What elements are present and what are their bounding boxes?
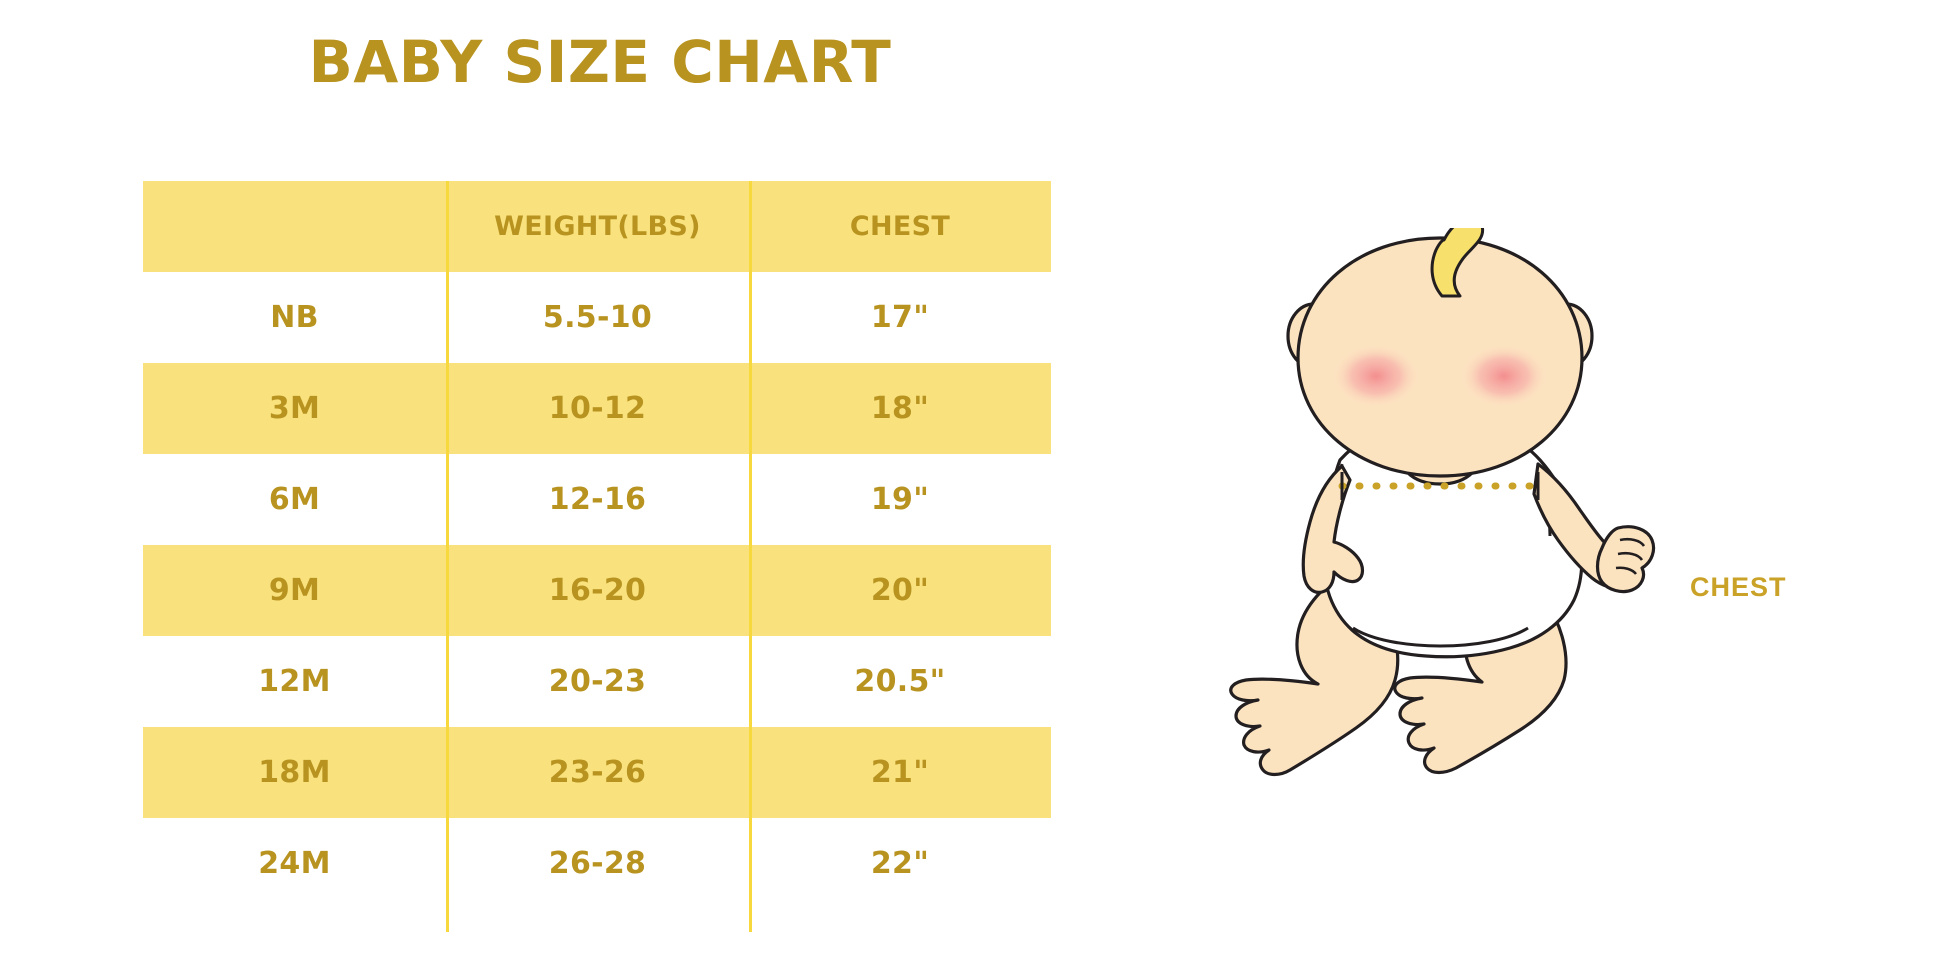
cell-chest: 20.5": [749, 636, 1051, 727]
cell-chest: 21": [749, 727, 1051, 818]
column-divider-1: [446, 181, 449, 932]
table-row: 24M 26-28 22": [143, 818, 1051, 909]
cell-size: 18M: [143, 727, 446, 818]
fist-knuckle-1: [1619, 537, 1646, 547]
cell-weight: 20-23: [446, 636, 749, 727]
left-blush: [1332, 344, 1420, 408]
size-table-container: WEIGHT(LBS) CHEST NB 5.5-10 17" 3M 10-12…: [143, 181, 1051, 932]
cell-chest: 22": [749, 818, 1051, 909]
column-header-chest: CHEST: [749, 181, 1051, 272]
cell-weight: 10-12: [446, 363, 749, 454]
table-row: 9M 16-20 20": [143, 545, 1051, 636]
cell-size: 9M: [143, 545, 446, 636]
cell-weight: 12-16: [446, 454, 749, 545]
cell-weight: 16-20: [446, 545, 749, 636]
cell-chest: 19": [749, 454, 1051, 545]
column-divider-2: [749, 181, 752, 932]
cell-weight: 23-26: [446, 727, 749, 818]
chest-callout-label: CHEST: [1690, 572, 1787, 602]
baby-left-arm: [1301, 464, 1365, 594]
cell-chest: 20": [749, 545, 1051, 636]
left-arm-shape: [1301, 464, 1365, 594]
baby-head: [1296, 236, 1584, 478]
fist-knuckle-2: [1617, 551, 1644, 561]
table-row: 6M 12-16 19": [143, 454, 1051, 545]
cell-chest: 17": [749, 272, 1051, 363]
head-shape: [1296, 236, 1584, 478]
column-header-size: [143, 181, 446, 272]
table-row: 3M 10-12 18": [143, 363, 1051, 454]
right-blush: [1460, 344, 1548, 408]
table-row: 12M 20-23 20.5": [143, 636, 1051, 727]
cell-weight: 26-28: [446, 818, 749, 909]
cell-size: NB: [143, 272, 446, 363]
cell-size: 6M: [143, 454, 446, 545]
cell-size: 12M: [143, 636, 446, 727]
fist-knuckle-3: [1615, 566, 1638, 575]
column-header-weight: WEIGHT(LBS): [446, 181, 749, 272]
hair-curl-shape: [1430, 228, 1485, 298]
baby-illustration: [1229, 228, 1656, 777]
baby-right-arm: [1532, 462, 1656, 594]
cell-size: 3M: [143, 363, 446, 454]
baby-hair-curl: [1430, 228, 1485, 298]
size-table: WEIGHT(LBS) CHEST NB 5.5-10 17" 3M 10-12…: [143, 181, 1051, 909]
cell-chest: 18": [749, 363, 1051, 454]
cell-weight: 5.5-10: [446, 272, 749, 363]
table-row: 18M 23-26 21": [143, 727, 1051, 818]
right-fist-shape: [1595, 525, 1656, 594]
table-row: NB 5.5-10 17": [143, 272, 1051, 363]
cell-size: 24M: [143, 818, 446, 909]
onesie-hem: [1352, 626, 1529, 648]
page-title: BABY SIZE CHART: [308, 28, 892, 96]
table-header-row: WEIGHT(LBS) CHEST: [143, 181, 1051, 272]
